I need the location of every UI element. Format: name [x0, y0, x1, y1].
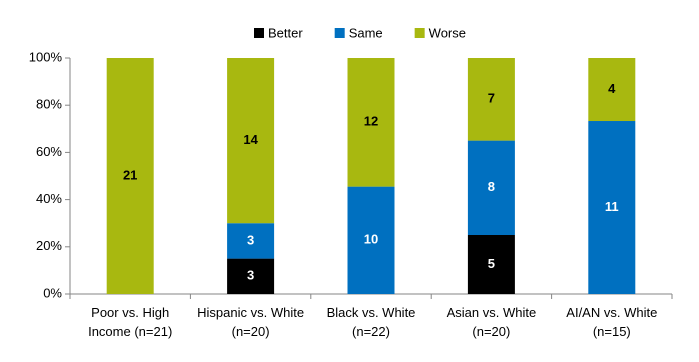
legend-label: Better [268, 25, 303, 40]
bar-segment [106, 58, 154, 294]
bar-segment [347, 186, 395, 294]
bar-segment [467, 140, 515, 235]
y-tick-label: 0% [43, 285, 62, 300]
legend-swatch [334, 28, 345, 38]
y-tick-label: 100% [29, 49, 63, 64]
data-label: 8 [488, 179, 495, 194]
data-label: 10 [364, 232, 378, 247]
x-tick-label: Asian vs. White (n=20) [446, 305, 537, 339]
data-label: 7 [488, 91, 495, 106]
legend-swatch [414, 28, 425, 38]
legend-label: Worse [429, 25, 466, 40]
bar-segment [227, 223, 275, 259]
legend-swatch [254, 28, 264, 38]
y-tick-label: 60% [36, 144, 62, 159]
x-tick-label: AI/AN vs. White (n=15) [566, 305, 658, 339]
bar-segment [467, 58, 515, 141]
bar-segment [467, 235, 515, 294]
x-tick-label: Poor vs. High Income (n=21) [88, 305, 173, 339]
data-label: 4 [608, 81, 616, 96]
data-label: 3 [247, 232, 254, 247]
y-tick-label: 20% [36, 238, 62, 253]
data-label: 21 [123, 167, 137, 182]
x-tick-label: Black vs. White (n=22) [326, 305, 416, 339]
data-label: 14 [243, 132, 258, 147]
bar-segment [227, 58, 275, 224]
data-label: 3 [247, 268, 254, 283]
y-tick-label: 40% [36, 191, 62, 206]
bar-segment [347, 58, 395, 187]
data-label: 5 [488, 256, 495, 271]
y-tick-label: 80% [36, 97, 62, 112]
x-tick-label: Hispanic vs. White (n=20) [197, 305, 305, 339]
bar-segment [227, 258, 275, 294]
bar-segment [588, 121, 636, 295]
bar-segment [588, 58, 636, 122]
legend-label: Same [349, 25, 383, 40]
data-label: 11 [605, 199, 619, 214]
data-label: 12 [364, 114, 378, 129]
